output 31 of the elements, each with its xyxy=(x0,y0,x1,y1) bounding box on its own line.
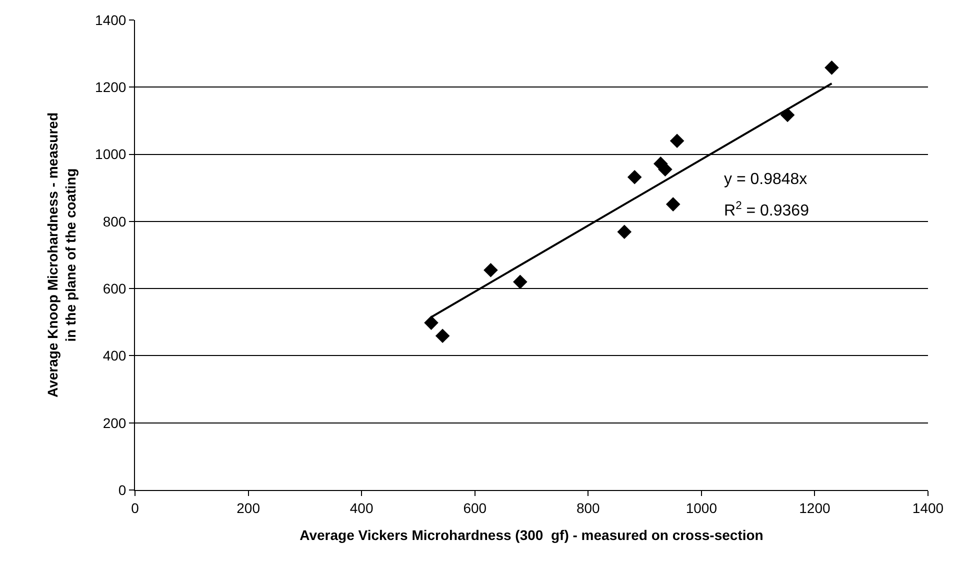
y-tick-label: 1000 xyxy=(95,146,126,162)
annotation: y = 0.9848x xyxy=(724,171,808,188)
point xyxy=(824,60,839,75)
x-axis-title: Average Vickers Microhardness (300 gf) - measured on cross-section xyxy=(300,527,764,544)
x-tick-label: 1000 xyxy=(686,500,718,516)
x-tick-label: 1400 xyxy=(912,500,944,516)
y-tick-label: 600 xyxy=(102,280,126,296)
y-tick-label: 0 xyxy=(118,482,126,498)
y-tick-label: 1400 xyxy=(95,12,126,28)
point xyxy=(666,197,680,212)
annotation: R$^{2}$ = 0.9369 xyxy=(724,200,810,220)
point xyxy=(627,170,642,184)
y-tick-label: 400 xyxy=(102,348,126,364)
y-tick-label: 200 xyxy=(102,414,126,431)
point xyxy=(780,108,795,122)
point xyxy=(658,162,672,177)
x-tick-label: 200 xyxy=(236,500,260,516)
point xyxy=(424,316,438,330)
x-tick-label: 0 xyxy=(131,500,140,516)
y-axis-title: Average Knoop Microhardness - measured in the plane of the coating xyxy=(44,112,79,398)
point xyxy=(484,262,498,278)
y-tick-label: 1200 xyxy=(95,79,126,96)
x-tick-label: 800 xyxy=(576,500,600,516)
x-tick-label: 400 xyxy=(350,500,374,516)
point xyxy=(670,134,684,148)
y-tick-label: 800 xyxy=(102,213,126,230)
point xyxy=(617,224,632,239)
point xyxy=(435,328,450,344)
point xyxy=(513,274,528,290)
x-tick-label: 1200 xyxy=(799,500,830,516)
x-tick-label: 600 xyxy=(463,500,487,516)
